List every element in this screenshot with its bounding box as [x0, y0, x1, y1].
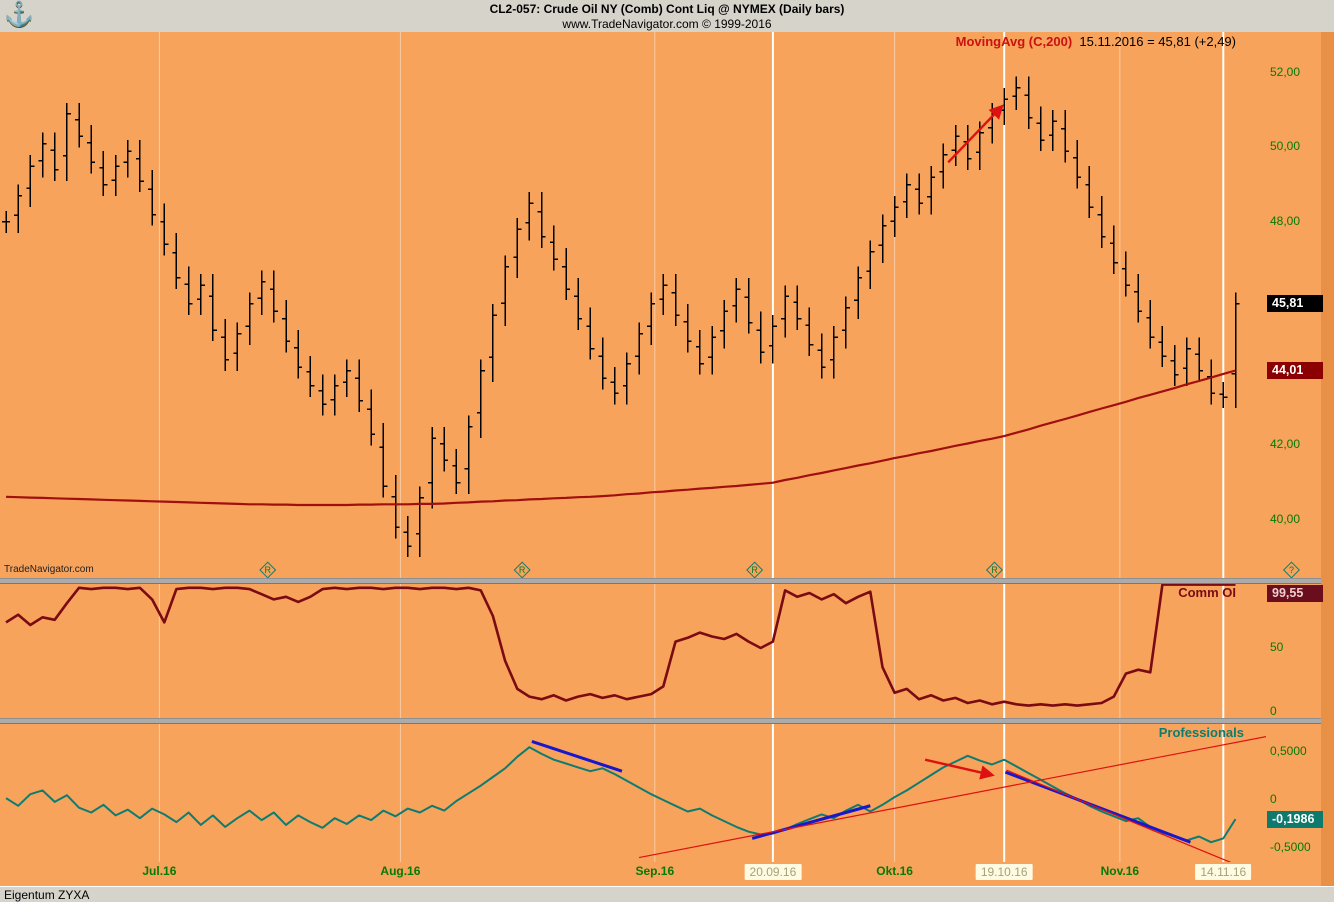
prof-axis-tick: -0,5000: [1270, 839, 1311, 854]
indicator-readout: MovingAvg (C,200) 15.11.2016 = 45,81 (+2…: [956, 34, 1236, 49]
status-text: Eigentum ZYXA: [4, 888, 90, 902]
professionals-panel-label: Professionals: [1158, 725, 1244, 740]
rollover-marker-icon[interactable]: [513, 561, 531, 579]
rollover-marker-icon[interactable]: [985, 561, 1003, 579]
indicator-name: MovingAvg (C,200): [955, 34, 1073, 49]
red-arrow-annotation[interactable]: [924, 758, 995, 780]
red-arrow-annotation[interactable]: [947, 104, 1004, 164]
month-label: Okt.16: [876, 864, 913, 878]
blue-trendline[interactable]: [751, 804, 871, 840]
price-axis-tick: 50,00: [1270, 139, 1301, 154]
month-label: Jul.16: [142, 864, 177, 878]
rollover-marker-glyph: R: [991, 565, 998, 575]
last-price-badge: 45,81: [1267, 295, 1323, 312]
oi-axis-tick: 50: [1270, 639, 1284, 654]
status-bar: Eigentum ZYXA: [0, 886, 1334, 902]
price-axis-tick: 40,00: [1270, 511, 1301, 526]
red-trendline[interactable]: [1006, 769, 1233, 863]
price-axis-tick: 42,00: [1270, 437, 1301, 452]
title-bar: ⚓ CL2-057: Crude Oil NY (Comb) Cont Liq …: [0, 0, 1334, 32]
rollover-marker-glyph: R: [519, 565, 526, 575]
rollover-marker-glyph: R: [264, 565, 271, 575]
oi-axis-tick: 0: [1270, 703, 1277, 718]
event-date-label: 19.10.16: [975, 864, 1033, 880]
indicator-value: 15.11.2016 = 45,81 (+2,49): [1072, 34, 1236, 49]
professionals-value-badge: -0,1986: [1267, 810, 1323, 828]
comm-oi-line[interactable]: [5, 583, 1236, 707]
comm-oi-panel-label: Comm OI: [1178, 585, 1236, 600]
panel-separator[interactable]: [0, 718, 1334, 724]
price-axis-tick: 52,00: [1270, 64, 1301, 79]
time-axis: Jul.16 Aug.16 Sep.16 Okt.16 Nov.16 20.09.16 19…: [0, 862, 1266, 886]
panel-separator[interactable]: [0, 578, 1334, 584]
moving-average-line[interactable]: [5, 369, 1236, 507]
professionals-line[interactable]: [5, 746, 1237, 844]
tradenavigator-logo-icon: ⚓: [4, 1, 34, 28]
rollover-marker-icon[interactable]: [746, 561, 764, 579]
event-date-label: 20.09.16: [744, 864, 802, 880]
right-scroll-strip[interactable]: [1321, 32, 1334, 886]
price-axis-tick: 48,00: [1270, 213, 1301, 228]
prof-axis-tick: 0: [1270, 791, 1277, 806]
chart-subtitle: www.TradeNavigator.com © 1999-2016: [562, 17, 772, 31]
month-label: Nov.16: [1100, 864, 1140, 878]
chart-title: CL2-057: Crude Oil NY (Comb) Cont Liq @ …: [489, 2, 845, 16]
ma-value-badge: 44,01: [1267, 362, 1323, 380]
comm-oi-value-badge: 99,55: [1267, 585, 1323, 602]
red-trendline[interactable]: [638, 723, 1334, 859]
month-label: Aug.16: [380, 864, 421, 878]
rollover-marker-glyph: R: [751, 565, 758, 575]
rollover-marker-glyph: ?: [1289, 565, 1294, 575]
rollover-marker-icon[interactable]: [1282, 561, 1300, 579]
rollover-marker-icon[interactable]: [259, 561, 277, 579]
price-bars[interactable]: [2, 76, 1240, 558]
event-date-label: 14.11.16: [1195, 864, 1252, 880]
month-label: Sep.16: [635, 864, 675, 878]
prof-axis-tick: 0,5000: [1270, 743, 1307, 758]
blue-trendline[interactable]: [531, 740, 623, 773]
watermark: TradeNavigator.com: [4, 564, 94, 575]
